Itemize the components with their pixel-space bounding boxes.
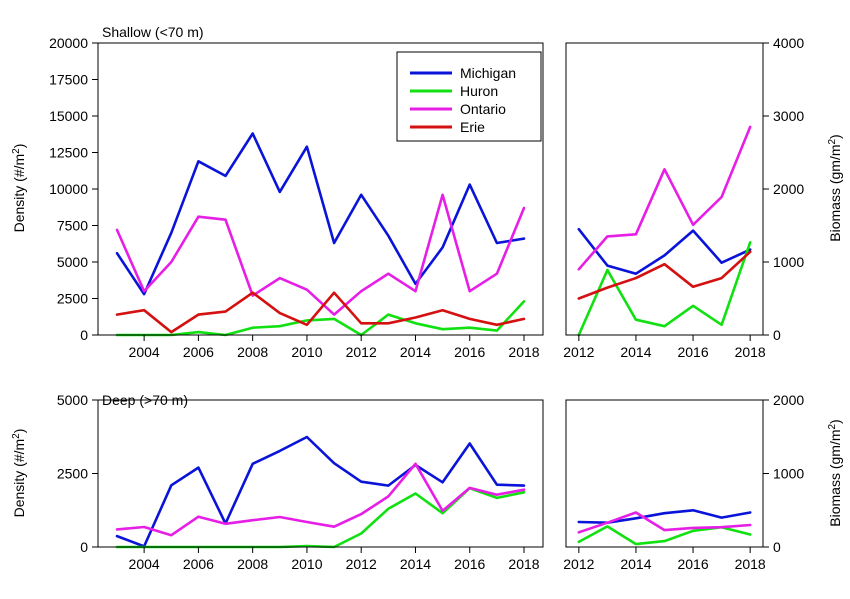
y-tick-label-0-shallow-density: 0 xyxy=(80,327,88,343)
x-tick-label-2004-shallow-density: 2004 xyxy=(129,344,160,360)
y-tick-label-2500-deep-density: 2500 xyxy=(57,466,88,482)
y-tick-label-5000-shallow-density: 5000 xyxy=(57,254,88,270)
x-tick-label-2016-shallow-biomass: 2016 xyxy=(677,344,708,360)
legend-label-michigan: Michigan xyxy=(460,65,516,81)
y-tick-label-15000-shallow-density: 15000 xyxy=(49,108,88,124)
y-tick-label-4000-shallow-biomass: 4000 xyxy=(773,35,804,51)
y-tick-label-12500-shallow-density: 12500 xyxy=(49,145,88,161)
x-tick-label-2012-deep-density: 2012 xyxy=(346,556,377,572)
plot-frame-deep-biomass xyxy=(565,399,764,548)
x-tick-label-2006-deep-density: 2006 xyxy=(183,556,214,572)
y-tick-label-1000-deep-biomass: 1000 xyxy=(773,466,804,482)
x-tick-label-2012-shallow-biomass: 2012 xyxy=(563,344,594,360)
series-line-erie-shallow-biomass xyxy=(577,250,752,300)
legend-item-erie: Erie xyxy=(410,119,485,135)
y-tick-label-2500-shallow-density: 2500 xyxy=(57,291,88,307)
panel-shallow-density: 2004 2006 2008 2010 2012 2014 2016 2018 0 2500 500… xyxy=(49,35,544,360)
x-tick-label-2014-shallow-biomass: 2014 xyxy=(620,344,651,360)
series-line-michigan-deep-density xyxy=(115,435,526,548)
legend-label-erie: Erie xyxy=(460,119,485,135)
x-tick-label-2008-shallow-density: 2008 xyxy=(237,344,268,360)
legend: Michigan Huron Ontario Erie xyxy=(396,51,542,142)
series-line-huron-shallow-density xyxy=(115,300,526,337)
x-tick-label-2016-deep-biomass: 2016 xyxy=(677,556,708,572)
series-line-ontario-deep-density xyxy=(115,462,526,537)
ylabel-biomass-bottom: Biomass (gm/m2) xyxy=(827,419,843,526)
ylabel-density-top: Density (#/m2) xyxy=(11,144,27,233)
x-tick-label-2018-shallow-density: 2018 xyxy=(508,344,539,360)
x-tick-label-2018-deep-density: 2018 xyxy=(508,556,539,572)
x-tick-label-2008-deep-density: 2008 xyxy=(237,556,268,572)
ylabel-biomass-top: Biomass (gm/m2) xyxy=(827,134,843,241)
legend-item-ontario: Ontario xyxy=(410,101,506,117)
y-tick-label-10000-shallow-density: 10000 xyxy=(49,181,88,197)
x-tick-label-2012-shallow-density: 2012 xyxy=(346,344,377,360)
y-tick-label-0-deep-biomass: 0 xyxy=(773,539,781,555)
y-tick-label-3000-shallow-biomass: 3000 xyxy=(773,108,804,124)
legend-item-huron: Huron xyxy=(410,83,498,99)
legend-label-ontario: Ontario xyxy=(460,101,506,117)
y-tick-label-17500-shallow-density: 17500 xyxy=(49,72,88,88)
y-tick-label-5000-deep-density: 5000 xyxy=(57,392,88,408)
series-line-ontario-deep-biomass xyxy=(577,511,752,534)
x-tick-label-2014-deep-density: 2014 xyxy=(400,556,431,572)
series-line-michigan-shallow-density xyxy=(115,132,526,296)
x-tick-label-2012-deep-biomass: 2012 xyxy=(563,556,594,572)
y-tick-label-2000-shallow-biomass: 2000 xyxy=(773,181,804,197)
panel-title-shallow: Shallow (<70 m) xyxy=(102,24,204,40)
series-line-michigan-shallow-biomass xyxy=(577,227,752,276)
series-line-ontario-shallow-biomass xyxy=(577,125,752,271)
panels: 2004 2006 2008 2010 2012 2014 2016 2018 0 2500 500… xyxy=(49,35,804,572)
x-tick-label-2004-deep-density: 2004 xyxy=(129,556,160,572)
x-tick-label-2014-shallow-density: 2014 xyxy=(400,344,431,360)
y-tick-label-0-shallow-biomass: 0 xyxy=(773,327,781,343)
x-tick-label-2010-shallow-density: 2010 xyxy=(291,344,322,360)
y-tick-label-20000-shallow-density: 20000 xyxy=(49,35,88,51)
x-tick-label-2016-deep-density: 2016 xyxy=(454,556,485,572)
legend-label-huron: Huron xyxy=(460,83,498,99)
y-tick-label-0-deep-density: 0 xyxy=(80,539,88,555)
panel-shallow-biomass: 2012 2014 2016 2018 0 1000 2000 3000 4000 xyxy=(563,35,804,360)
panel-deep-biomass: 2012 2014 2016 2018 0 1000 2000 xyxy=(563,392,804,572)
series-line-huron-deep-density xyxy=(115,486,526,549)
series-line-erie-shallow-density xyxy=(115,291,526,334)
series-line-michigan-deep-biomass xyxy=(577,508,752,525)
series-line-huron-shallow-biomass xyxy=(577,241,752,337)
legend-item-michigan: Michigan xyxy=(410,65,516,81)
x-tick-label-2016-shallow-density: 2016 xyxy=(454,344,485,360)
series-line-ontario-shallow-density xyxy=(115,193,526,316)
ylabel-density-bottom: Density (#/m2) xyxy=(11,429,27,518)
x-tick-label-2010-deep-density: 2010 xyxy=(291,556,322,572)
x-tick-label-2018-shallow-biomass: 2018 xyxy=(735,344,766,360)
y-tick-label-7500-shallow-density: 7500 xyxy=(57,218,88,234)
y-tick-label-1000-shallow-biomass: 1000 xyxy=(773,254,804,270)
x-tick-label-2018-deep-biomass: 2018 xyxy=(735,556,766,572)
panel-deep-density: 2004 2006 2008 2010 2012 2014 2016 2018 0 2500 500… xyxy=(57,392,544,572)
y-tick-label-2000-deep-biomass: 2000 xyxy=(773,392,804,408)
x-tick-label-2006-shallow-density: 2006 xyxy=(183,344,214,360)
x-tick-label-2014-deep-biomass: 2014 xyxy=(620,556,651,572)
